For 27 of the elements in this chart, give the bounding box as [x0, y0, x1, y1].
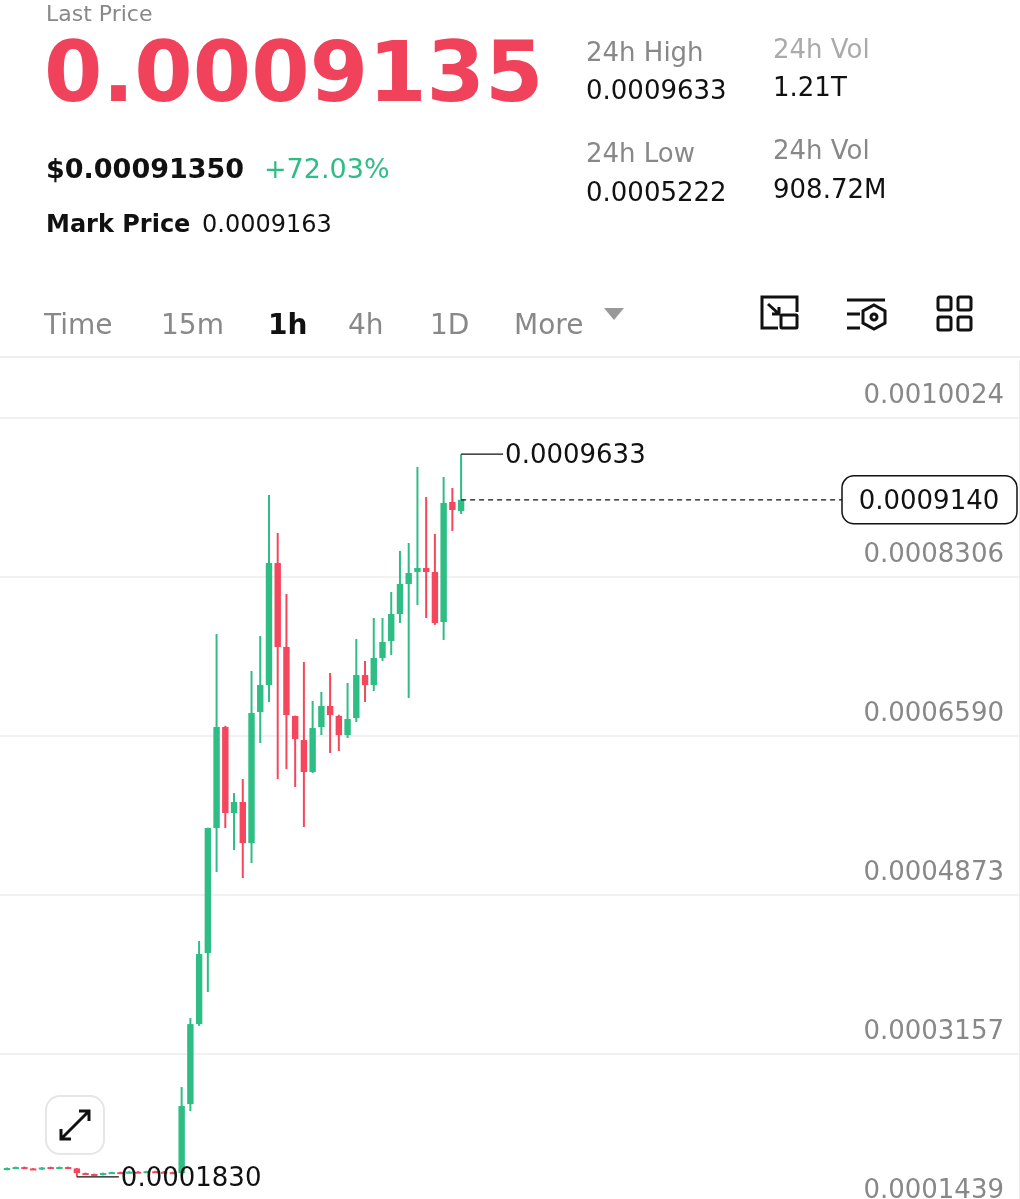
y-tick-label: 0.0004873 [863, 855, 1004, 886]
y-tick-label: 0.0006590 [863, 696, 1004, 727]
text: Time [43, 308, 113, 341]
y-tick-label: 0.0003157 [863, 1014, 1004, 1045]
text: 24h High [586, 36, 704, 67]
annotation: 0.0009633 [505, 439, 646, 470]
text: Mark Price [46, 210, 191, 238]
text: $0.00091350 [46, 152, 245, 184]
text: 1D [430, 308, 470, 341]
text: 0.0009163 [202, 210, 332, 238]
y-tick-label: 0.0001439 [863, 1173, 1004, 1199]
text: 15m [161, 308, 224, 341]
ref-line-label: 0.0009140 [858, 484, 1000, 515]
annotation: 0.0001830 [120, 1161, 262, 1192]
text: 0.0009633 [586, 74, 727, 105]
text: 4h [348, 308, 384, 341]
text: 1h [268, 308, 308, 341]
text: 24h Low [586, 137, 696, 168]
text: +72.03% [264, 152, 390, 184]
y-tick-label: 0.0010024 [863, 378, 1004, 409]
text: 0.0005222 [586, 176, 727, 207]
text: 908.72M [773, 173, 887, 204]
text: 1.21T [773, 71, 847, 102]
text: 24h Vol [773, 33, 870, 64]
y-tick-label: 0.0008306 [863, 537, 1004, 568]
text: More [514, 308, 584, 341]
text: 24h Vol [773, 134, 870, 165]
